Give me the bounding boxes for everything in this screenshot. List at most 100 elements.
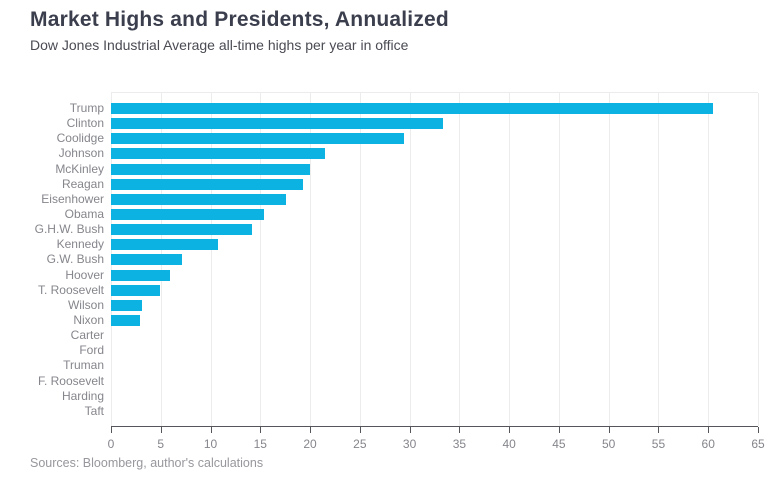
gridline-50 [608,93,610,426]
bar-row-taft: Taft [85,405,758,417]
y-axis-label-truman: Truman [63,358,104,373]
y-axis-label-f-roosevelt: F. Roosevelt [37,373,104,388]
x-tick-label-20: 20 [303,437,317,451]
bar-obama [111,208,265,220]
source-note: Sources: Bloomberg, author's calculation… [30,456,264,470]
bar-row-clinton: Clinton [67,117,758,130]
gridline-25 [359,93,361,426]
gridline-30 [409,93,411,426]
bar-row-wilson: Wilson [68,299,758,311]
y-axis-label-clinton: Clinton [66,116,104,131]
bar-coolidge [111,133,404,145]
x-tick-mark-5 [160,427,162,433]
y-axis-label-t-roosevelt: T. Roosevelt [37,282,104,297]
bar-g-h-w-bush [111,224,253,236]
x-tick-label-10: 10 [203,437,218,451]
y-axis-label-mckinley: McKinley [55,161,104,176]
bar-row-f-roosevelt: F. Roosevelt [38,375,758,387]
bar-eisenhower [111,193,287,205]
bar-row-johnson: Johnson [59,147,758,160]
x-tick-mark-30 [409,427,411,433]
y-axis-label-harding: Harding [61,388,104,403]
x-tick-label-45: 45 [552,437,566,451]
bar-row-mckinley: McKinley [55,163,758,175]
y-axis-label-coolidge: Coolidge [56,131,104,146]
y-axis-label-g-w-bush: G.W. Bush [46,252,104,267]
bar-row-g-w-bush: G.W. Bush [47,253,758,266]
x-tick-mark-60 [708,427,710,433]
x-tick-label-5: 5 [157,437,165,451]
x-tick-label-35: 35 [452,437,467,451]
gridline-10 [210,93,212,426]
y-axis-label-g-h-w-bush: G.H.W. Bush [34,222,104,237]
gridline-35 [459,93,461,426]
bar-nixon [111,314,140,326]
y-axis-label-eisenhower: Eisenhower [41,191,104,206]
x-tick-mark-10 [210,427,212,433]
x-tick-mark-25 [359,427,361,433]
bar-kennedy [111,239,218,251]
bar-row-coolidge: Coolidge [57,132,758,145]
bar-row-nixon: Nixon [73,314,758,326]
bar-g-w-bush [111,254,182,266]
x-tick-label-25: 25 [353,437,367,451]
x-tick-label-60: 60 [701,437,715,451]
gridline-40 [509,93,511,426]
bar-row-kennedy: Kennedy [57,238,758,251]
x-tick-mark-50 [608,427,610,433]
x-tick-mark-15 [260,427,262,433]
y-axis-label-kennedy: Kennedy [56,237,104,252]
bar-row-ford: Ford [79,344,758,356]
bar-hoover [111,269,170,281]
gridline-60 [708,93,710,426]
bar-johnson [111,148,325,160]
bar-row-harding: Harding [62,390,758,402]
plot-area: Trump Clinton Coolidge Johnson McKinley Reaga… [35,92,759,427]
x-tick-mark-65 [758,427,759,433]
x-tick-label-50: 50 [602,437,616,451]
y-axis-label-trump: Trump [69,101,104,115]
x-tick-label-55: 55 [651,437,666,451]
gridline-65 [758,93,759,426]
y-axis-label-carter: Carter [70,328,104,343]
x-tick-mark-0 [111,427,112,433]
gridline-45 [558,93,560,426]
gridline-20 [310,93,312,426]
bar-clinton [111,118,444,130]
x-tick-mark-35 [459,427,461,433]
bar-reagan [111,178,304,190]
bar-row-reagan: Reagan [62,178,758,190]
bar-row-g-h-w-bush: G.H.W. Bush [35,223,758,236]
y-axis-label-obama: Obama [64,206,104,221]
bar-rows: Trump Clinton Coolidge Johnson McKinley Reaga… [35,102,758,417]
bar-wilson [111,299,142,311]
bar-row-eisenhower: Eisenhower [41,193,758,205]
x-tick-mark-55 [658,427,660,433]
y-axis-label-wilson: Wilson [67,297,104,312]
x-tick-label-15: 15 [253,437,267,451]
bar-row-hoover: Hoover [65,269,758,281]
bar-row-truman: Truman [63,359,758,371]
y-axis-label-hoover: Hoover [65,267,104,282]
bar-row-carter: Carter [71,329,758,341]
gridline-15 [260,93,262,426]
x-tick-label-30: 30 [402,437,417,451]
bar-row-obama: Obama [65,208,758,220]
bar-row-trump: Trump [70,102,758,114]
bar-t-roosevelt [111,284,160,296]
x-tick-label-40: 40 [502,437,516,451]
x-tick-label-0: 0 [107,437,115,451]
chart-subtitle: Dow Jones Industrial Average all-time hi… [30,37,409,53]
x-axis: 0 5 10 15 20 25 30 35 40 45 50 55 60 65 [107,427,765,453]
gridline-55 [658,93,660,426]
x-tick-label-65: 65 [751,437,765,451]
y-axis-label-taft: Taft [84,403,104,418]
x-tick-mark-40 [509,427,511,433]
x-tick-mark-20 [310,427,312,433]
x-tick-mark-45 [558,427,560,433]
chart-title: Market Highs and Presidents, Annualized [30,8,449,31]
y-axis-label-nixon: Nixon [73,312,104,327]
y-axis-label-reagan: Reagan [61,176,104,191]
y-axis-label-ford: Ford [79,343,104,358]
